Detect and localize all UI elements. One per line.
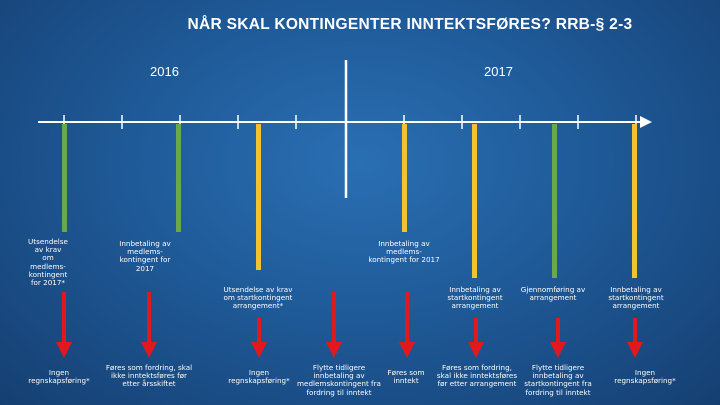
yellow-bar-4: [632, 124, 637, 278]
yellow-bar-1: [256, 124, 261, 270]
event-label-4: Innbetaling av medlems-kontingent for 20…: [368, 239, 440, 265]
year-2017-label: 2017: [484, 64, 513, 79]
year-2016-label: 2016: [150, 64, 179, 79]
event-label-3: Utsendelse av krav om startkontingent ar…: [223, 285, 293, 311]
yellow-bar-2: [402, 124, 407, 232]
yellow-bar-3: [472, 124, 477, 278]
event-label-6: Gjennomføring av arrangement: [520, 285, 586, 303]
result-label-5: Føres som inntekt: [387, 368, 425, 386]
event-label-2: Innbetaling av medlems-kontingent for 20…: [119, 239, 171, 273]
slide-title: NÅR SKAL KONTINGENTER INNTEKTSFØRES? RRB…: [187, 16, 633, 33]
result-label-6: Føres som fordring, skal ikke inntektsfø…: [436, 363, 518, 389]
green-bar-1: [62, 124, 67, 232]
result-label-1: Ingen regnskapsføring*: [28, 368, 90, 386]
result-label-4: Flytte tidligere innbetaling av medlemsk…: [297, 363, 381, 397]
result-label-8: Ingen regnskapsføring*: [614, 368, 676, 386]
green-bar-2: [176, 124, 181, 232]
result-label-2: Føres som fordring, skal ikke inntektsfø…: [105, 363, 193, 389]
red-arrows: [56, 292, 643, 358]
event-label-7: Innbetaling av startkontingent arrangeme…: [608, 285, 664, 311]
result-label-3: Ingen regnskapsføring*: [228, 368, 290, 386]
event-label-5: Innbetaling av startkontingent arrangeme…: [447, 285, 503, 311]
event-label-1: Utsendelse av krav om medlems-kontingent…: [28, 237, 68, 288]
green-bar-3: [552, 124, 557, 278]
result-label-7: Flytte tidligere innbetaling av startkon…: [524, 363, 592, 397]
